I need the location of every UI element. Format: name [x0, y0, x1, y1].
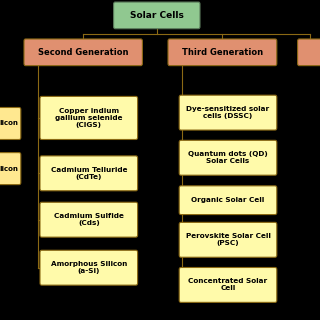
FancyBboxPatch shape: [298, 39, 320, 66]
FancyBboxPatch shape: [24, 39, 142, 66]
FancyBboxPatch shape: [179, 268, 277, 302]
Text: Organic Solar Cell: Organic Solar Cell: [191, 197, 265, 203]
FancyBboxPatch shape: [40, 202, 138, 237]
FancyBboxPatch shape: [179, 186, 277, 215]
FancyBboxPatch shape: [179, 140, 277, 175]
FancyBboxPatch shape: [40, 96, 138, 140]
Text: Second Generation: Second Generation: [38, 48, 128, 57]
Text: Dye-sensitized solar
cells (DSSC): Dye-sensitized solar cells (DSSC): [187, 106, 269, 119]
Text: Copper indium
gallium selenide
(CIGS): Copper indium gallium selenide (CIGS): [55, 108, 123, 128]
FancyBboxPatch shape: [179, 95, 277, 130]
Text: Perovskite Solar Cell
(PSC): Perovskite Solar Cell (PSC): [186, 233, 270, 246]
FancyBboxPatch shape: [40, 156, 138, 191]
Text: Solar Cells: Solar Cells: [130, 11, 184, 20]
FancyBboxPatch shape: [40, 250, 138, 285]
FancyBboxPatch shape: [0, 153, 21, 185]
Text: licon: licon: [0, 121, 18, 126]
Text: Quantum dots (QD)
Solar Cells: Quantum dots (QD) Solar Cells: [188, 151, 268, 164]
Text: Cadmium Sulfide
(Cds): Cadmium Sulfide (Cds): [54, 213, 124, 226]
Text: Concentrated Solar
Cell: Concentrated Solar Cell: [188, 278, 268, 292]
Text: Cadmium Telluride
(CdTe): Cadmium Telluride (CdTe): [51, 167, 127, 180]
FancyBboxPatch shape: [168, 39, 277, 66]
FancyBboxPatch shape: [114, 2, 200, 29]
FancyBboxPatch shape: [179, 222, 277, 257]
Text: Third Generation: Third Generation: [182, 48, 263, 57]
Text: Amorphous Silicon
(a-Si): Amorphous Silicon (a-Si): [51, 261, 127, 274]
Text: licon: licon: [0, 166, 18, 172]
FancyBboxPatch shape: [0, 108, 21, 140]
